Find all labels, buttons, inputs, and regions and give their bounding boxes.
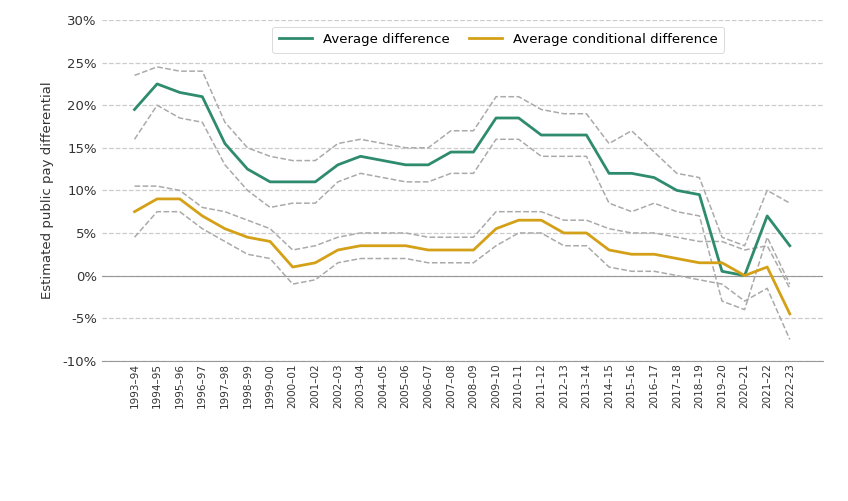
Average conditional difference [287, 264, 298, 270]
Average difference [332, 162, 343, 168]
Average difference [695, 192, 705, 198]
Average conditional difference [536, 217, 546, 223]
Y-axis label: Estimated public pay differential: Estimated public pay differential [42, 82, 54, 299]
Average difference [130, 107, 140, 113]
Average difference [175, 90, 185, 96]
Average difference [559, 132, 569, 138]
Average conditional difference [130, 209, 140, 215]
Average difference [243, 166, 253, 172]
Average difference [672, 187, 682, 193]
Average conditional difference [627, 252, 637, 258]
Average difference [468, 149, 478, 155]
Legend: Average difference, Average conditional difference: Average difference, Average conditional … [272, 27, 724, 53]
Average difference [446, 149, 456, 155]
Average difference [491, 115, 501, 121]
Average conditional difference [332, 247, 343, 253]
Average conditional difference [695, 260, 705, 266]
Average difference [287, 179, 298, 185]
Average difference [784, 243, 795, 249]
Average difference [762, 213, 773, 219]
Average conditional difference [762, 264, 773, 270]
Average difference [514, 115, 524, 121]
Average conditional difference [400, 243, 410, 249]
Average conditional difference [717, 260, 727, 266]
Average difference [536, 132, 546, 138]
Average difference [152, 81, 162, 87]
Average difference [717, 269, 727, 275]
Average conditional difference [198, 213, 208, 219]
Average difference [310, 179, 321, 185]
Average conditional difference [784, 311, 795, 317]
Average difference [198, 94, 208, 100]
Line: Average conditional difference: Average conditional difference [135, 199, 789, 314]
Average difference [582, 132, 592, 138]
Average difference [423, 162, 433, 168]
Average conditional difference [446, 247, 456, 253]
Average difference [220, 141, 230, 147]
Average conditional difference [355, 243, 365, 249]
Average conditional difference [265, 238, 276, 244]
Average difference [627, 170, 637, 176]
Average difference [265, 179, 276, 185]
Average difference [649, 175, 659, 181]
Average conditional difference [672, 256, 682, 262]
Average difference [378, 158, 388, 164]
Average conditional difference [152, 196, 162, 202]
Average conditional difference [175, 196, 185, 202]
Average conditional difference [468, 247, 478, 253]
Line: Average difference: Average difference [135, 84, 789, 276]
Average conditional difference [243, 234, 253, 240]
Average difference [400, 162, 410, 168]
Average conditional difference [220, 225, 230, 231]
Average conditional difference [559, 230, 569, 236]
Average conditional difference [739, 273, 750, 279]
Average conditional difference [310, 260, 321, 266]
Average conditional difference [649, 252, 659, 258]
Average difference [739, 273, 750, 279]
Average conditional difference [604, 247, 614, 253]
Average conditional difference [423, 247, 433, 253]
Average conditional difference [378, 243, 388, 249]
Average conditional difference [582, 230, 592, 236]
Average conditional difference [491, 225, 501, 231]
Average difference [604, 170, 614, 176]
Average difference [355, 153, 365, 159]
Average conditional difference [514, 217, 524, 223]
